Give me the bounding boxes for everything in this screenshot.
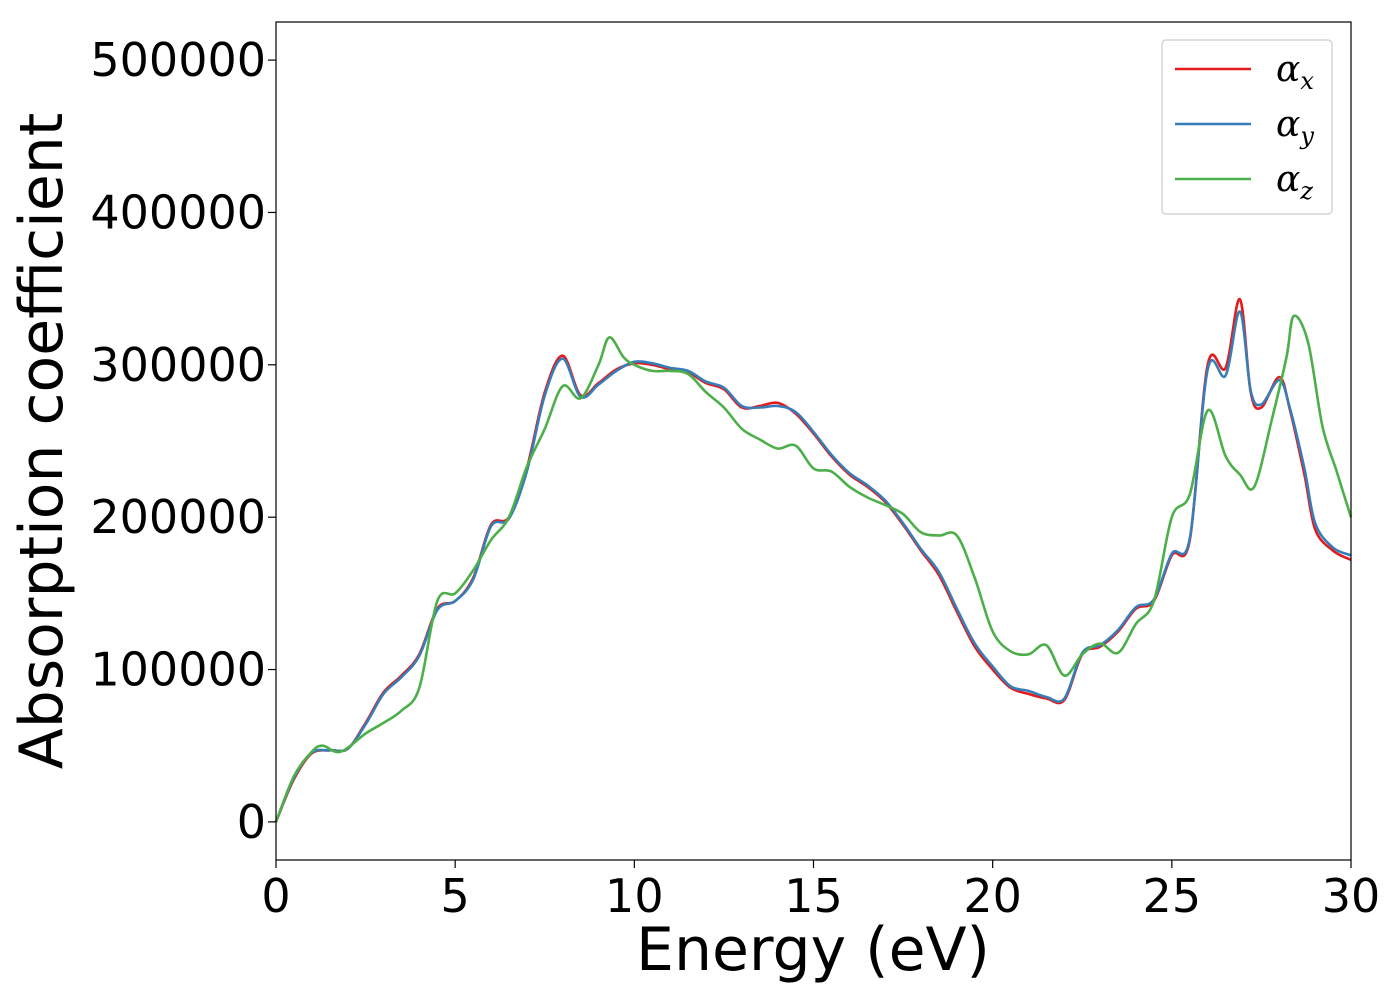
x-tick-label: 30	[1322, 869, 1381, 923]
x-tick-label: 0	[261, 869, 290, 923]
x-tick-label: 25	[1143, 869, 1202, 923]
y-tick-label: 0	[237, 795, 266, 849]
y-axis-title: Absorption coefficient	[7, 113, 77, 770]
series-line-z	[274, 314, 1353, 823]
x-tick-label: 15	[784, 869, 843, 923]
y-tick-label: 300000	[90, 338, 266, 392]
y-tick-label: 200000	[90, 490, 266, 544]
y-tick-label: 500000	[90, 33, 266, 87]
legend-frame	[1161, 39, 1333, 215]
y-tick-label: 100000	[90, 643, 266, 697]
x-tick-label: 10	[605, 869, 664, 923]
series-lines	[274, 297, 1353, 823]
x-tick-label: 20	[963, 869, 1022, 923]
y-axis: 0 100000 200000 300000 400000 500000	[90, 33, 276, 849]
y-tick-label: 400000	[90, 185, 266, 239]
series-line-y	[274, 310, 1352, 823]
x-axis-title: Energy (eV)	[636, 915, 990, 985]
x-tick-label: 5	[441, 869, 470, 923]
x-axis: 0 5 10 15 20 25 30	[261, 860, 1380, 923]
